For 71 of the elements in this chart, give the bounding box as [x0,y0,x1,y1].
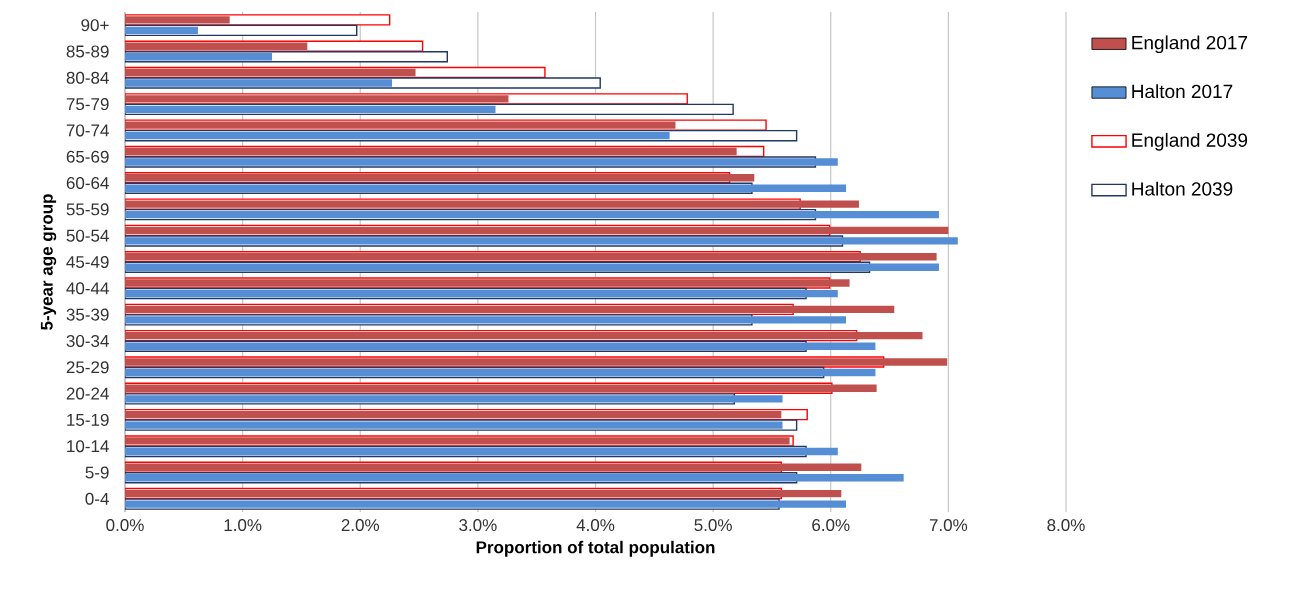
y-tick-label: 50-54 [66,229,109,242]
bar [125,184,847,192]
legend-label: Halton 2039 [1132,181,1233,196]
y-tick-label: 85-89 [66,45,109,58]
bar [125,289,838,298]
x-tick-label: 1.0% [224,519,262,532]
y-tick-label: 30-34 [66,334,109,347]
y-tick-label: 80-84 [66,71,109,84]
bar [125,158,838,166]
y-tick-label: 75-79 [66,98,109,111]
y-tick-label: 45-49 [66,255,109,268]
bar [125,500,847,508]
y-tick-label: 55-59 [66,203,109,216]
x-tick-label: 6.0% [812,519,850,532]
bar [125,474,904,482]
bar [125,368,876,377]
bar [125,279,850,287]
bar [125,200,859,208]
bar [125,226,949,235]
y-tick-label: 35-39 [66,308,109,321]
y-tick-label: 10-14 [67,440,109,453]
y-tick-label: 60-64 [66,177,109,190]
y-tick-label: 15-19 [67,413,109,426]
bar [125,342,876,350]
y-tick-label: 40-44 [66,282,109,295]
y-tick-label: 20-24 [66,387,109,400]
bar [125,316,847,324]
bar [125,447,838,456]
bar [125,263,939,271]
bar [125,16,230,24]
bar [125,305,895,314]
bar [125,26,198,35]
bar [125,358,948,366]
bar [125,68,416,77]
bar [125,421,783,429]
bar [125,410,782,419]
bar [125,131,670,140]
bar [125,42,308,50]
bar [125,489,842,498]
y-tick-label: 90+ [81,19,109,32]
x-axis-title: Proportion of total population [476,540,715,557]
legend-label: England 2039 [1132,132,1248,151]
bar [125,331,923,340]
legend-label: Halton 2017 [1132,84,1233,99]
x-tick-label: 5.0% [694,519,732,532]
bar [125,105,496,114]
x-tick-label: 8.0% [1047,519,1085,532]
bar [125,237,958,245]
x-tick-label: 2.0% [341,519,380,532]
y-tick-label: 25-29 [66,361,109,374]
y-tick-label: 65-69 [66,150,109,163]
x-tick-label: 3.0% [459,519,497,532]
x-tick-label: 0.0% [106,519,144,532]
bar [125,463,862,471]
bar [125,210,939,219]
bar [125,253,937,261]
bar [125,395,783,403]
y-tick-label: 0-4 [85,492,109,505]
bar [125,174,755,182]
bar [125,79,393,87]
bar [125,147,737,156]
y-axis-title: 5-year age group [40,194,57,330]
bar [125,53,273,61]
y-tick-label: 5-9 [85,466,109,479]
y-tick-label: 70-74 [66,124,109,137]
bar [125,95,509,103]
x-tick-label: 4.0% [576,519,615,532]
x-tick-label: 7.0% [929,519,968,532]
bar [125,121,676,129]
bar [125,384,877,392]
legend-label: England 2017 [1132,35,1248,54]
